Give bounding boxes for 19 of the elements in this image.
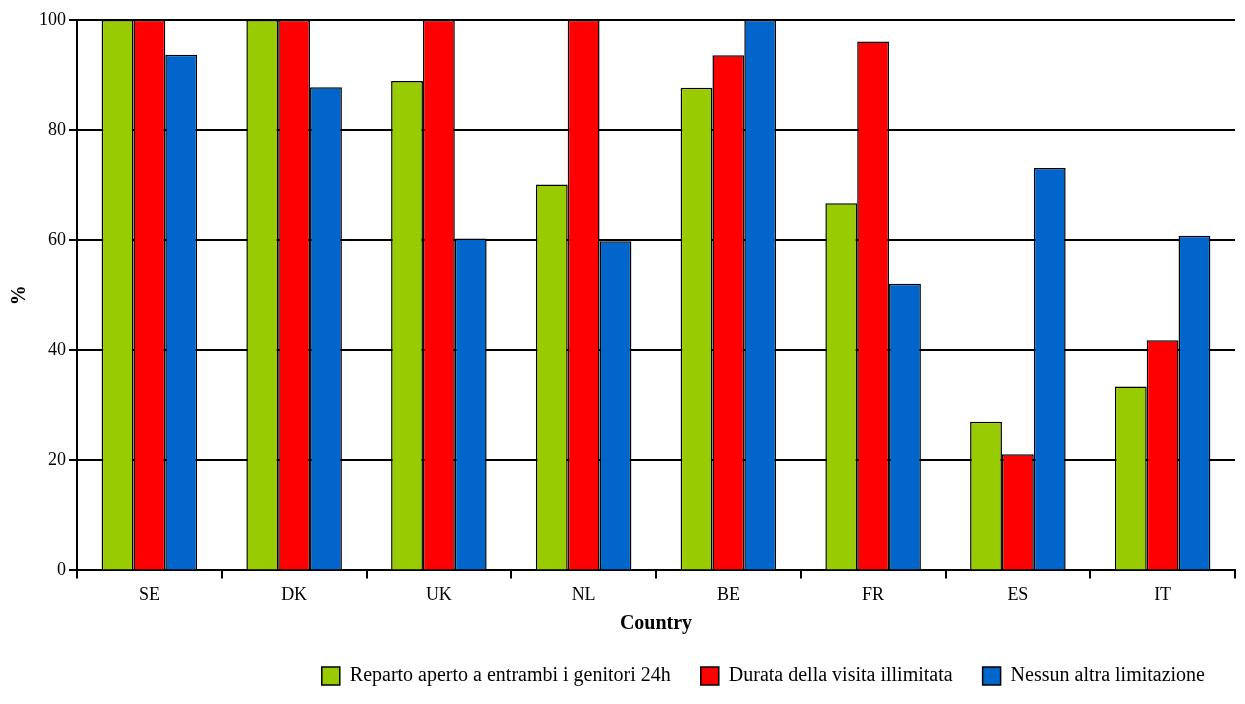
y-tick-label: 100 [39, 8, 66, 29]
legend-label: Durata della visita illimitata [728, 663, 953, 686]
y-tick-label: 60 [48, 228, 66, 249]
x-axis-title: Country [619, 611, 693, 635]
y-tick-label: 80 [48, 118, 66, 139]
x-tick-label: FR [862, 583, 885, 604]
legend-label: Nessun altra limitazione [1010, 663, 1206, 686]
y-tick-label: 20 [48, 449, 66, 470]
legend-label: Reparto aperto a entrambi i genitori 24h [349, 663, 671, 687]
x-tick-label: DK [281, 583, 308, 604]
x-tick-label: NL [571, 583, 596, 604]
y-tick-label: 0 [57, 559, 66, 580]
x-tick-label: ES [1007, 583, 1029, 604]
y-tick-label: 40 [48, 338, 66, 359]
x-tick-label: BE [716, 583, 740, 604]
x-tick-label: IT [1154, 583, 1172, 604]
x-tick-label: UK [425, 583, 452, 604]
y-axis-title: % [7, 285, 30, 306]
x-tick-label: SE [138, 583, 160, 604]
